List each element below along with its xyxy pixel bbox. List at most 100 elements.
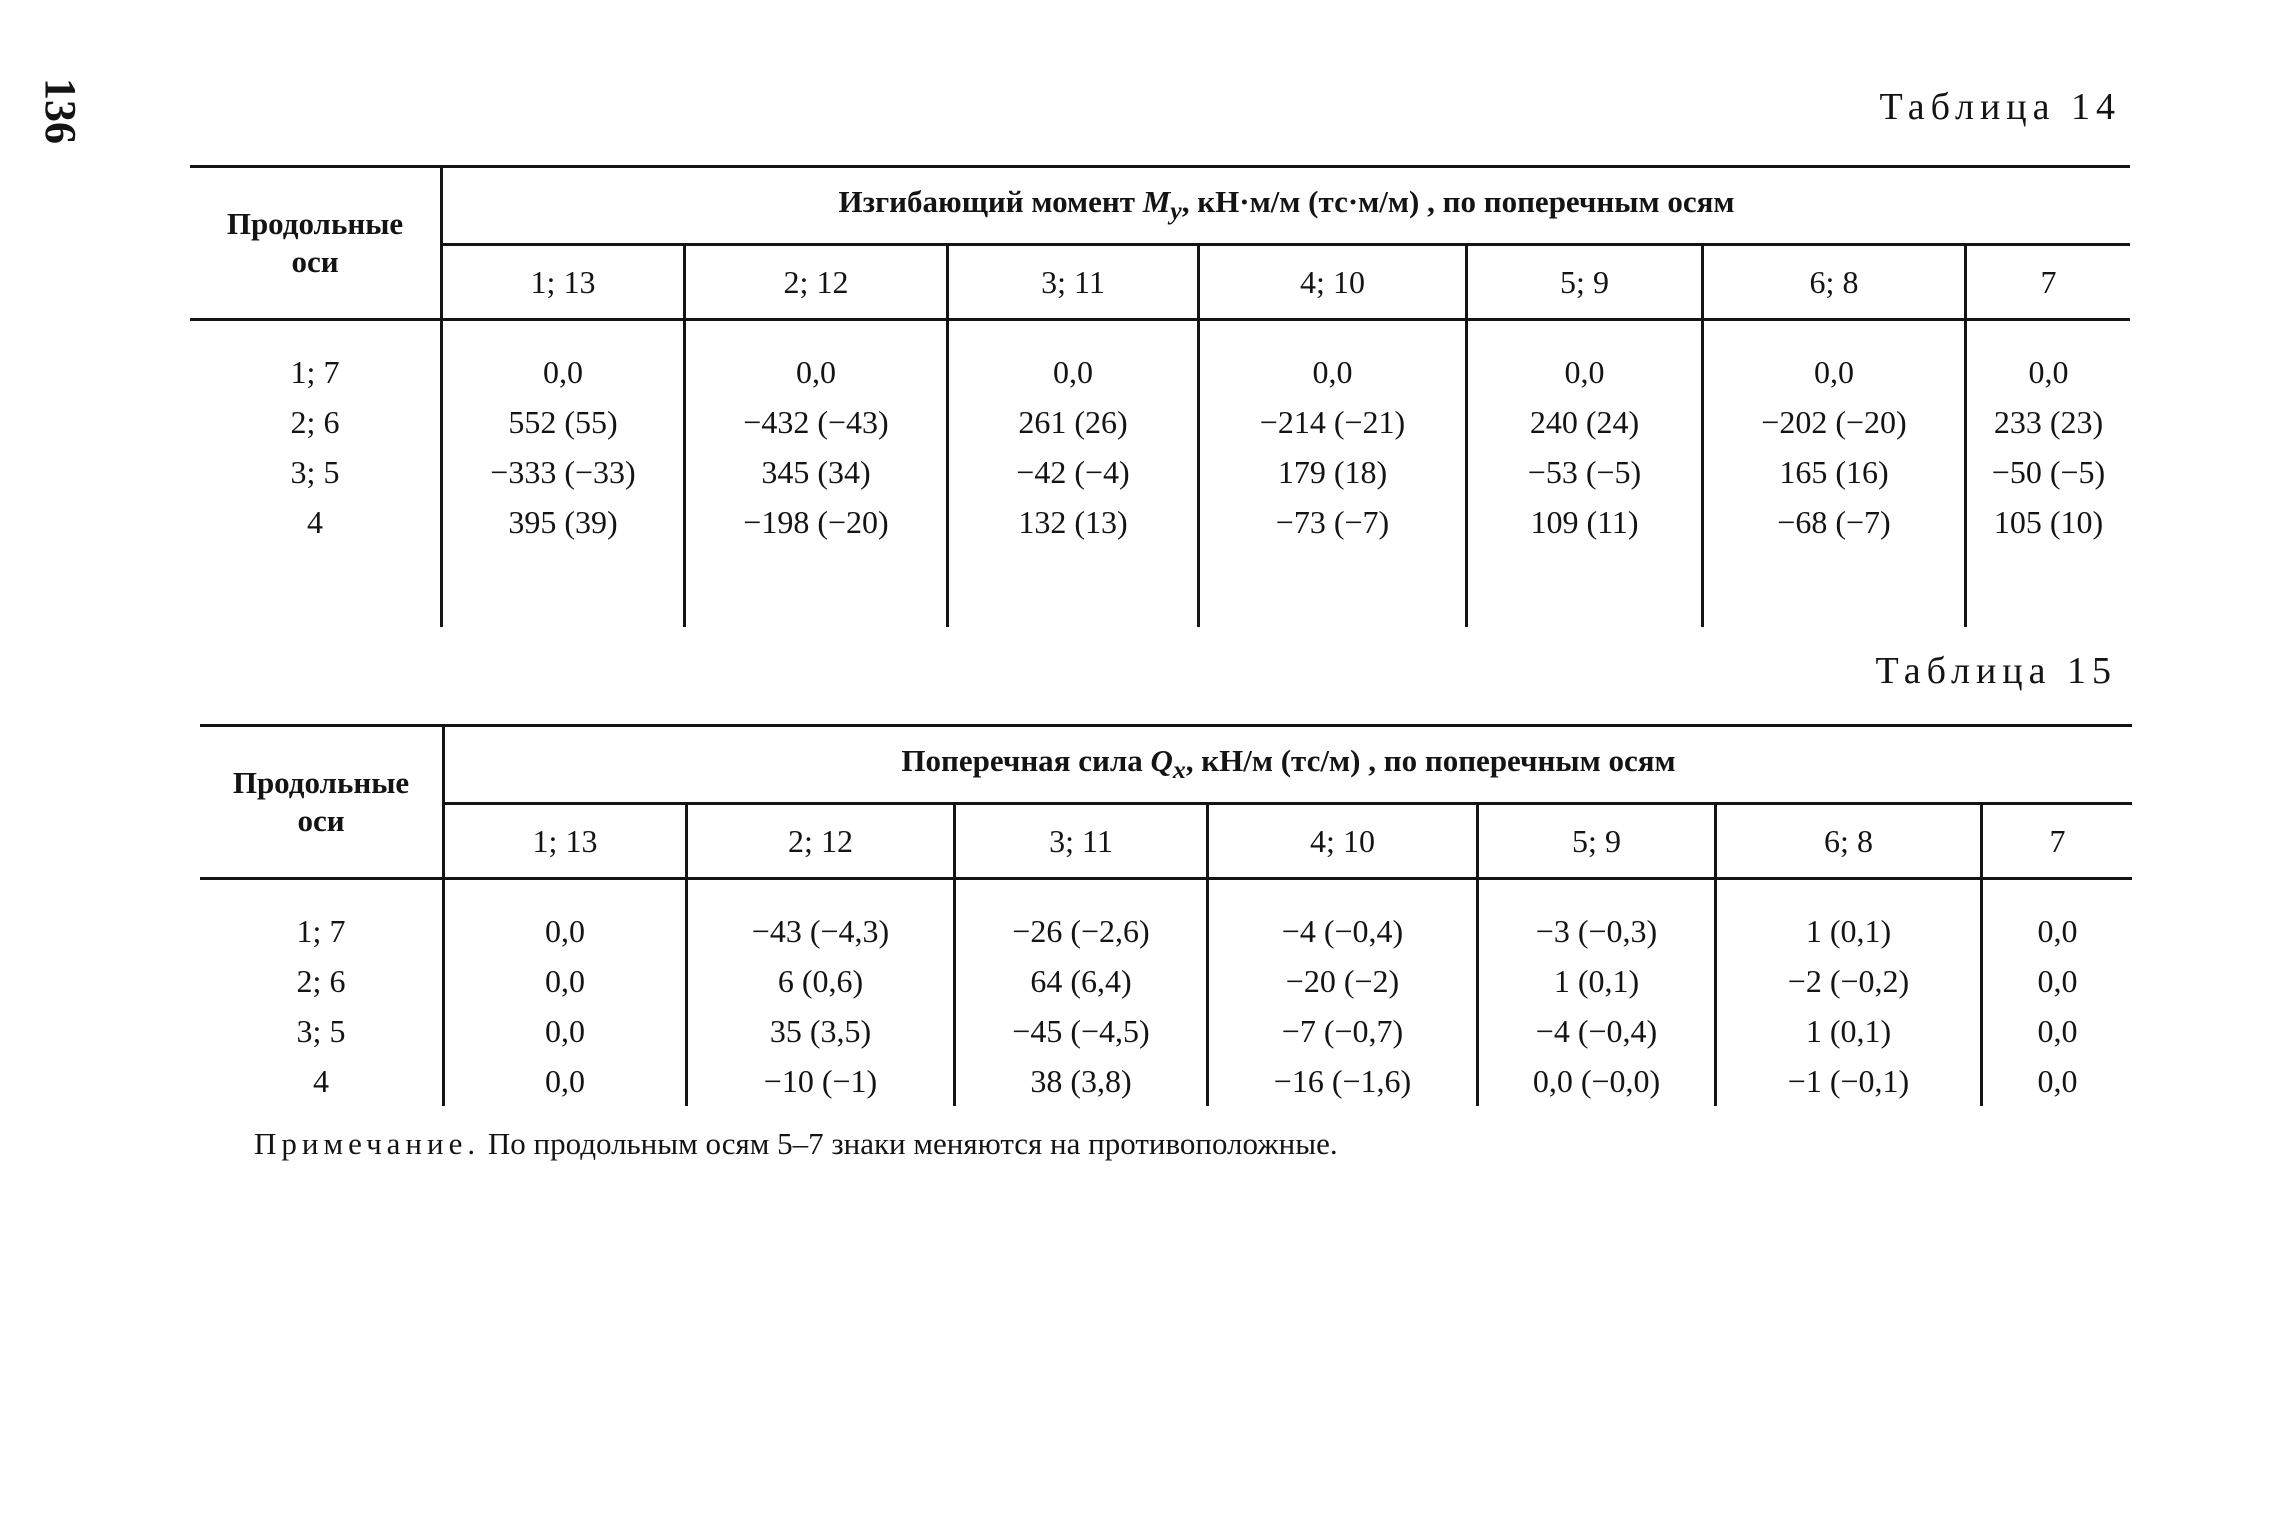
spacer-cell (684, 547, 949, 627)
spacer-cell (1702, 547, 1967, 627)
table-cell: 0,0 (1466, 319, 1704, 397)
table-cell: −4 (−0,4) (1477, 1006, 1717, 1056)
row-label: 1; 7 (190, 319, 443, 397)
table-cell: 1 (0,1) (1477, 956, 1717, 1006)
table-cell: −333 (−33) (441, 447, 686, 497)
column-header: 2; 12 (684, 244, 949, 321)
column-header: 5; 9 (1466, 244, 1704, 321)
table-cell: −50 (−5) (1991, 454, 2106, 490)
column-header: 3; 11 (954, 803, 1209, 880)
table-cell: −198 (−20) (684, 497, 949, 547)
table-cell: 105 (10) (1993, 504, 2104, 540)
table-cell: 240 (24) (1466, 397, 1704, 447)
table-cell: 6 (0,6) (686, 956, 956, 1006)
table-cell: 395 (39) (441, 497, 686, 547)
table-cell: −68 (−7) (1702, 497, 1967, 547)
table-cell: 0,0 (1702, 319, 1967, 397)
table-cell: −20 (−2) (1207, 956, 1479, 1006)
row-header: Продольные оси (190, 165, 443, 321)
table-row: 4 395 (39) −198 (−20) 132 (13) −73 (−7) 109 (… (190, 497, 2130, 547)
group-header: Поперечная сила Qx, кН/м (тс/м) , по поп… (443, 724, 2132, 805)
table-cell: 0,0 (443, 956, 688, 1006)
row-label: 3; 5 (200, 1006, 445, 1056)
row-label: 2; 6 (200, 956, 445, 1006)
table-14-caption: Таблица 14 (1879, 86, 2121, 128)
table-cell: −10 (−1) (686, 1056, 956, 1106)
row-label: 4 (200, 1056, 445, 1106)
note-text: По продольным осям 5–7 знаки меняются на… (480, 1126, 1338, 1161)
table-row: 2; 6 552 (55) −432 (−43) 261 (26) −214 (−21)… (190, 397, 2130, 447)
table-15: Продольные оси Поперечная сила Qx, кН/м … (200, 724, 2132, 1106)
table-cell: −73 (−7) (1198, 497, 1468, 547)
table-cell: 0,0 (2037, 1013, 2078, 1049)
table-cell: 0,0 (443, 1056, 688, 1106)
table-cell: 0,0 (−0,0) (1477, 1056, 1717, 1106)
column-header: 7 (1981, 803, 2132, 880)
column-header: 1; 13 (441, 244, 686, 321)
table-cell: 0,0 (684, 319, 949, 397)
table-note: Примечание. По продольным осям 5–7 знаки… (254, 1126, 1338, 1162)
table-cell: −214 (−21) (1198, 397, 1468, 447)
column-header: 3; 11 (947, 244, 1200, 321)
table-spacer-row (190, 547, 2130, 627)
table-cell: 0,0 (443, 1006, 688, 1056)
group-header: Изгибающий момент My, кН·м/м (тс·м/м) , … (441, 165, 2130, 246)
table-cell: −2 (−0,2) (1715, 956, 1983, 1006)
table-cell: −42 (−4) (947, 447, 1200, 497)
note-lead: Примечание. (254, 1126, 481, 1161)
table-cell: −4 (−0,4) (1207, 878, 1479, 956)
column-header: 5; 9 (1477, 803, 1717, 880)
spacer-cell (1198, 547, 1468, 627)
row-label: 1; 7 (200, 878, 445, 956)
column-header: 6; 8 (1715, 803, 1983, 880)
table-cell: 165 (16) (1702, 447, 1967, 497)
page-number: 136 (36, 78, 85, 144)
table-row: 4 0,0 −10 (−1) 38 (3,8) −16 (−1,6) 0,0 (−0,0)… (200, 1056, 2132, 1106)
table-15-caption: Таблица 15 (1875, 650, 2117, 692)
table-cell: 261 (26) (947, 397, 1200, 447)
table-cell: 1 (0,1) (1715, 878, 1983, 956)
table-cell: 35 (3,5) (686, 1006, 956, 1056)
table-cell: 0,0 (441, 319, 686, 397)
spacer-cell (1466, 547, 1704, 627)
table-cell: 0,0 (2037, 963, 2078, 999)
table-cell: 0,0 (947, 319, 1200, 397)
table-cell: 0,0 (2028, 354, 2069, 390)
row-header: Продольные оси (200, 724, 445, 880)
table-cell: 0,0 (443, 878, 688, 956)
table-14: Продольные оси Изгибающий момент My, кН·… (190, 165, 2130, 627)
table-cell: 552 (55) (441, 397, 686, 447)
table-cell: −3 (−0,3) (1477, 878, 1717, 956)
table-row: 3; 5 −333 (−33) 345 (34) −42 (−4) 179 (18) −5… (190, 447, 2130, 497)
table-cell: 0,0 (2037, 913, 2078, 949)
table-cell: 64 (6,4) (954, 956, 1209, 1006)
table-cell: −202 (−20) (1702, 397, 1967, 447)
column-header: 1; 13 (443, 803, 688, 880)
row-label: 2; 6 (190, 397, 443, 447)
row-label: 4 (190, 497, 443, 547)
column-header: 4; 10 (1198, 244, 1468, 321)
spacer-cell (190, 547, 443, 627)
table-row: 1; 7 0,0 −43 (−4,3) −26 (−2,6) −4 (−0,4) −3 (… (200, 878, 2132, 956)
table-cell: −43 (−4,3) (686, 878, 956, 956)
table-cell: 38 (3,8) (954, 1056, 1209, 1106)
table-row: 2; 6 0,0 6 (0,6) 64 (6,4) −20 (−2) 1 (0,1) −2 … (200, 956, 2132, 1006)
table-cell: −16 (−1,6) (1207, 1056, 1479, 1106)
column-header: 7 (1965, 244, 2130, 321)
table-cell: −7 (−0,7) (1207, 1006, 1479, 1056)
table-row: 1; 7 0,0 0,0 0,0 0,0 0,0 0,0 0,0 (190, 319, 2130, 397)
table-cell: 345 (34) (684, 447, 949, 497)
table-cell: 0,0 (1198, 319, 1468, 397)
table-cell: 109 (11) (1466, 497, 1704, 547)
table-cell: 0,0 (2037, 1063, 2078, 1099)
spacer-cell (1966, 547, 2131, 627)
spacer-cell (947, 547, 1200, 627)
table-cell: 132 (13) (947, 497, 1200, 547)
table-cell: −26 (−2,6) (954, 878, 1209, 956)
table-row: 3; 5 0,0 35 (3,5) −45 (−4,5) −7 (−0,7) −4 (−0… (200, 1006, 2132, 1056)
table-cell: −1 (−0,1) (1715, 1056, 1983, 1106)
spacer-cell (441, 547, 686, 627)
column-header: 6; 8 (1702, 244, 1967, 321)
table-cell: −53 (−5) (1466, 447, 1704, 497)
column-header: 2; 12 (686, 803, 956, 880)
